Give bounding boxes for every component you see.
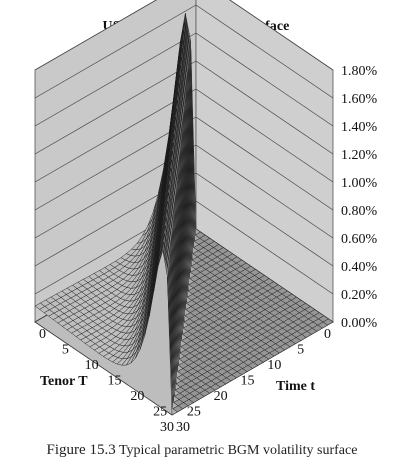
tenor-tick-label: 15	[241, 374, 255, 389]
gridline	[195, 116, 334, 211]
time-tick-label: 5	[62, 343, 69, 358]
gridline	[34, 4, 197, 99]
time-tick-label: 30	[176, 420, 190, 435]
gridline	[229, 0, 334, 71]
gridline	[195, 200, 334, 295]
z-axis: 0.00% 0.20% 0.40% 0.60% 0.80% 1.00% 1.20% 1.40%…	[341, 64, 378, 331]
figure-number: Figure 15.3	[46, 442, 116, 458]
gridline	[195, 172, 334, 267]
surface-mesh	[34, 13, 334, 416]
gridline	[34, 88, 197, 183]
z-tick-label: 0.00%	[341, 316, 378, 331]
gridline	[195, 32, 334, 127]
tenor-tick-label: 25	[187, 405, 201, 420]
gridline	[34, 60, 197, 155]
time-tick-label: 20	[130, 389, 144, 404]
z-tick-label: 1.60%	[341, 92, 378, 107]
caption-text: Typical parametric BGM volatility surfac…	[118, 443, 358, 458]
z-tick-label: 0.60%	[341, 232, 378, 247]
time-tick-label: 10	[85, 358, 99, 373]
tenor-axis-title: Tenor T	[40, 374, 88, 389]
tenor-tick-label: 20	[214, 389, 228, 404]
z-tick-label: 0.20%	[341, 288, 378, 303]
z-tick-label: 0.40%	[341, 260, 378, 275]
time-tick-label: 0	[39, 327, 46, 342]
z-tick-label: 1.40%	[341, 120, 378, 135]
surface-cell	[167, 276, 178, 416]
gridline	[34, 0, 157, 71]
gridline	[34, 32, 197, 127]
gridline	[195, 60, 334, 155]
time-axis-title: Time t	[276, 379, 315, 394]
gridline	[195, 144, 334, 239]
z-tick-label: 1.80%	[341, 64, 378, 79]
time-tick-label: 15	[108, 374, 122, 389]
tenor-tick-label: 10	[267, 358, 281, 373]
z-tick-label: 0.80%	[341, 204, 378, 219]
tenor-tick-label: 30	[160, 420, 174, 435]
volatility-surface-chart: 0.00% 0.20% 0.40% 0.60% 0.80% 1.00% 1.20% 1.40%…	[34, 0, 378, 435]
tenor-tick-label: 5	[297, 343, 304, 358]
gridline	[195, 4, 334, 99]
z-tick-label: 1.00%	[341, 176, 378, 191]
gridline	[195, 88, 334, 183]
z-tick-label: 1.20%	[341, 148, 378, 163]
time-tick-label: 25	[153, 405, 167, 420]
figure-caption: Figure 15.3 Typical parametric BGM volat…	[0, 442, 404, 459]
tenor-tick-label: 0	[324, 327, 331, 342]
